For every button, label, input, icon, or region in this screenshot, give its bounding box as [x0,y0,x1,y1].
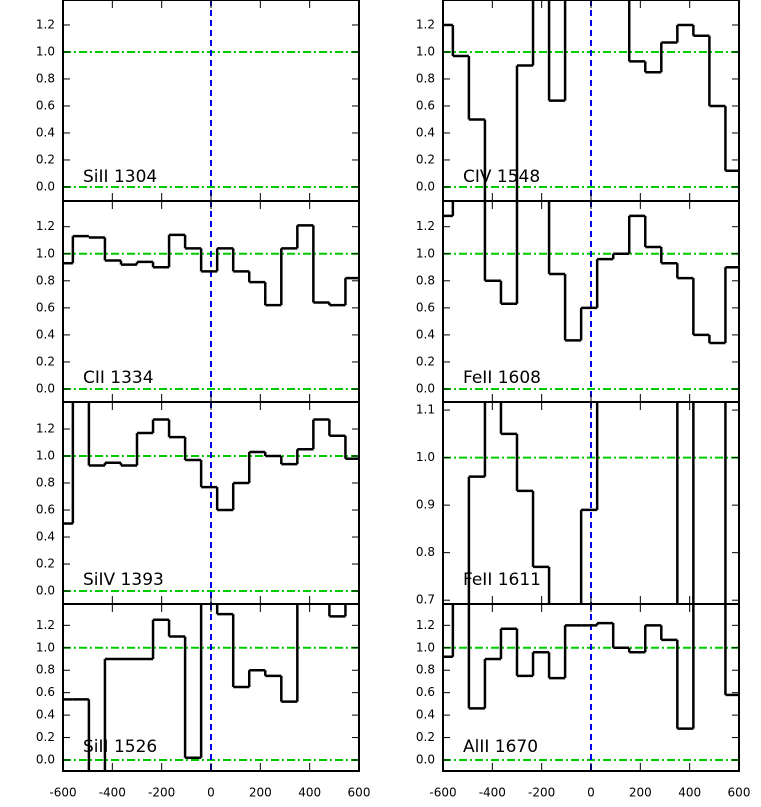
x-tick-label: 400 [298,786,321,800]
y-tick-label: 0.4 [36,125,55,139]
plot-area [443,201,739,402]
y-tick-label: 0.8 [36,273,55,287]
y-tick-label: 1.2 [36,219,55,233]
panel: 0.0 0.2 0.4 0.6 0.8 1.0 1.2 CIV 1548 [416,0,740,202]
y-tick-label: 0.2 [36,152,55,166]
panel-label: SiIV 1393 [83,570,164,590]
y-tick-label: 1.0 [416,640,435,654]
y-tick-label: 0.6 [36,503,55,517]
x-tick-label: -600 [49,786,76,800]
x-tick-label: 0 [587,786,595,800]
y-tick-label: 0.2 [36,730,55,744]
y-tick-label: 0.6 [36,98,55,112]
y-tick-label: 0.2 [36,557,55,571]
y-tick-label: 0.8 [416,273,435,287]
y-tick-label: 0.0 [36,753,55,767]
plot-area [63,0,359,201]
plot-area [63,604,359,771]
y-tick-label: 0.2 [36,354,55,368]
panel-label: SiII 1526 [83,737,157,757]
x-tick-label: 200 [249,786,272,800]
y-tick-label: 1.2 [36,422,55,436]
y-tick-label: 0.8 [36,476,55,490]
panel: 0.0 0.2 0.4 0.6 0.8 1.0 1.2 -600 -400 -200 0 200 400… [36,603,371,800]
y-tick-label: 1.2 [416,219,435,233]
panel: 0.0 0.2 0.4 0.6 0.8 1.0 1.2 CII 1334 [36,200,360,403]
x-tick-label: 600 [348,786,371,800]
panel-label: CII 1334 [83,368,154,388]
y-tick-label: 0.4 [416,327,435,341]
y-tick-label: 1.0 [416,246,435,260]
y-tick-label: 1.0 [416,450,435,464]
y-tick-label: 1.0 [36,449,55,463]
plot-area [63,402,359,604]
y-tick-label: 0.2 [416,730,435,744]
y-tick-label: 0.0 [36,382,55,396]
y-tick-label: 0.0 [416,753,435,767]
y-tick-label: 1.0 [416,44,435,58]
panel: 0.0 0.2 0.4 0.6 0.8 1.0 1.2 FeII 1608 [416,200,740,403]
y-tick-label: 0.6 [416,300,435,314]
y-tick-label: 0.4 [36,327,55,341]
x-tick-label: 0 [207,786,215,800]
panel: 0.0 0.2 0.4 0.6 0.8 1.0 1.2 SiIV 1393 [36,401,360,605]
y-tick-label: 0.6 [36,300,55,314]
y-tick-label: 0.0 [416,179,435,193]
plot-area [443,604,739,771]
y-tick-label: 0.4 [416,125,435,139]
panel-label: SiII 1304 [83,167,157,187]
y-tick-label: 0.9 [416,498,435,512]
x-tick-label: -200 [148,786,175,800]
y-tick-label: 1.0 [36,640,55,654]
x-tick-label: 200 [629,786,652,800]
y-tick-label: 0.2 [416,354,435,368]
panel-label: CIV 1548 [463,167,540,187]
x-tick-label: -600 [429,786,456,800]
y-tick-label: 1.0 [36,44,55,58]
y-tick-label: 0.6 [416,685,435,699]
y-tick-label: 0.8 [416,663,435,677]
y-tick-label: 0.8 [416,71,435,85]
y-tick-label: 0.4 [416,708,435,722]
x-tick-label: -200 [528,786,555,800]
y-tick-label: 1.1 [416,403,435,417]
y-tick-label: 0.4 [36,708,55,722]
y-tick-label: 0.0 [36,179,55,193]
plot-area [443,402,739,604]
y-tick-label: 0.6 [416,98,435,112]
panel-label: FeII 1608 [463,368,541,388]
plot-area [63,201,359,402]
y-tick-label: 1.2 [416,17,435,31]
y-tick-label: 0.7 [416,593,435,607]
panel: 0.0 0.2 0.4 0.6 0.8 1.0 1.2 SiII 1304 [36,0,360,202]
plot-area [443,0,739,201]
panel-label: AlII 1670 [463,737,538,757]
y-tick-label: 1.2 [36,618,55,632]
panel: 0.7 0.8 0.9 1.0 1.1 FeII 1611 [416,401,740,607]
y-tick-label: 0.8 [36,71,55,85]
y-tick-label: 0.6 [36,685,55,699]
panel: 0.0 0.2 0.4 0.6 0.8 1.0 1.2 -600 -400 -200 0 200 400… [416,603,751,800]
y-tick-label: 1.2 [36,17,55,31]
panel-label: FeII 1611 [463,570,541,590]
x-tick-label: -400 [479,786,506,800]
y-tick-label: 0.8 [416,545,435,559]
y-tick-label: 0.8 [36,663,55,677]
y-tick-label: 0.0 [36,584,55,598]
x-tick-label: 600 [728,786,751,800]
y-tick-label: 0.4 [36,530,55,544]
y-tick-label: 1.0 [36,246,55,260]
y-tick-label: 0.0 [416,382,435,396]
x-tick-label: -400 [99,786,126,800]
y-tick-label: 1.2 [416,618,435,632]
y-tick-label: 0.2 [416,152,435,166]
x-tick-label: 400 [678,786,701,800]
